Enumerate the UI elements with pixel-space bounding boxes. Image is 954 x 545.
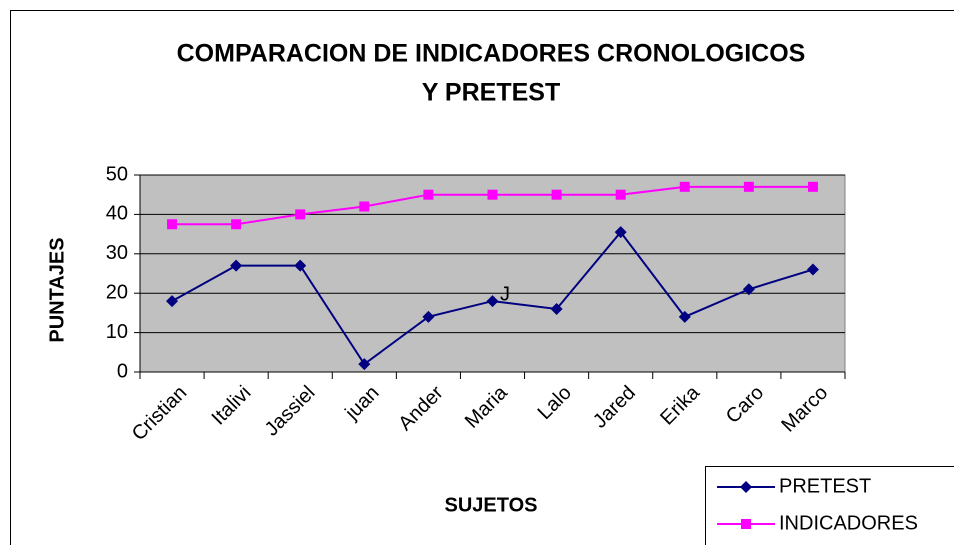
chart-title: Y PRETEST bbox=[422, 79, 560, 107]
legend-marker bbox=[740, 481, 752, 493]
point bbox=[294, 259, 307, 272]
point bbox=[230, 259, 243, 272]
point bbox=[423, 189, 434, 200]
point bbox=[550, 302, 563, 315]
point bbox=[487, 189, 498, 200]
y-tick-label: 30 bbox=[106, 242, 128, 264]
point bbox=[486, 295, 499, 308]
y-tick-label: 0 bbox=[117, 360, 128, 382]
point bbox=[231, 219, 242, 230]
point bbox=[806, 263, 819, 276]
legend-label: INDICADORES bbox=[779, 512, 918, 534]
y-tick-label: 20 bbox=[106, 281, 128, 303]
annotation: J bbox=[500, 283, 510, 305]
point bbox=[167, 219, 178, 230]
y-axis-label: PUNTAJES bbox=[46, 237, 68, 342]
point bbox=[807, 181, 818, 192]
legend-box bbox=[705, 466, 954, 545]
point bbox=[295, 209, 306, 220]
point bbox=[551, 189, 562, 200]
series bbox=[166, 226, 819, 371]
series bbox=[167, 181, 818, 230]
x-axis-label: SUJETOS bbox=[445, 494, 538, 516]
chart-title: COMPARACION DE INDICADORES CRONOLOGICOS bbox=[177, 40, 806, 68]
point bbox=[742, 283, 755, 296]
y-tick-label: 40 bbox=[106, 203, 128, 225]
legend-marker bbox=[741, 519, 751, 529]
point bbox=[743, 181, 754, 192]
point bbox=[422, 310, 435, 323]
legend-label: PRETEST bbox=[779, 475, 871, 497]
plot-area bbox=[139, 174, 846, 373]
point bbox=[678, 310, 691, 323]
point bbox=[166, 295, 179, 308]
y-tick-label: 10 bbox=[106, 321, 128, 343]
point bbox=[614, 226, 627, 239]
point bbox=[679, 181, 690, 192]
point bbox=[359, 201, 370, 212]
point bbox=[615, 189, 626, 200]
y-tick-label: 50 bbox=[106, 163, 128, 185]
point bbox=[358, 358, 371, 371]
